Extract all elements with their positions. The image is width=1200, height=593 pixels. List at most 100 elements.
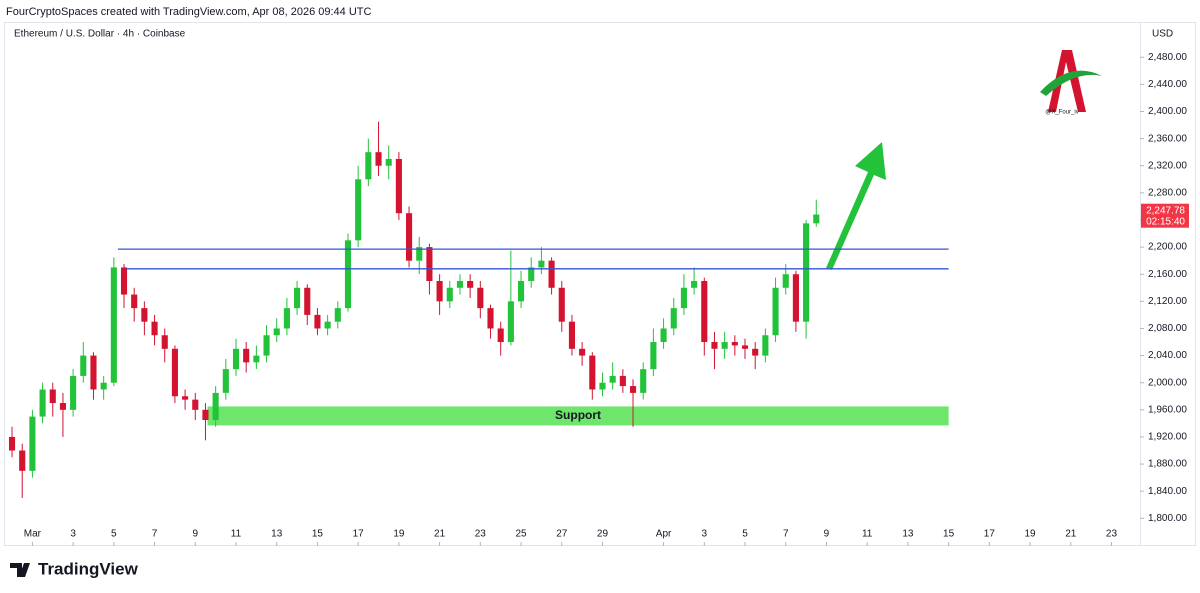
- y-tick-label: 1,840.00: [1148, 486, 1187, 497]
- candle-body: [426, 247, 433, 281]
- candle-body: [792, 274, 799, 322]
- x-tick-label: 19: [393, 529, 405, 540]
- watermark: @X_Four_iv: [1045, 110, 1078, 116]
- candle-body: [283, 308, 290, 329]
- y-tick-label: 2,040.00: [1148, 350, 1187, 361]
- candle-body: [232, 348, 240, 370]
- candle-body: [304, 287, 311, 315]
- candle-body: [660, 328, 667, 343]
- candle-body: [762, 335, 769, 356]
- x-tick-label: 3: [70, 529, 76, 540]
- candle-body: [29, 416, 36, 471]
- y-tick-label: 2,400.00: [1148, 106, 1187, 117]
- candle-body: [395, 158, 402, 214]
- candle-body: [579, 348, 586, 356]
- candle-body: [243, 348, 250, 363]
- candle-body: [721, 342, 728, 349]
- y-tick-label: 2,440.00: [1148, 79, 1187, 90]
- last-price-label: 2,247.78: [1146, 205, 1185, 216]
- x-tick-label: 27: [556, 529, 568, 540]
- candle-body: [151, 321, 158, 336]
- candle-body: [711, 342, 718, 349]
- candle-body: [497, 328, 504, 343]
- candle-body: [355, 179, 362, 241]
- candle-body: [59, 403, 66, 410]
- candle-body: [803, 223, 810, 322]
- candle-body: [80, 355, 87, 376]
- candle-body: [813, 214, 820, 224]
- x-tick-label: 21: [1065, 529, 1077, 540]
- x-tick-label: 3: [702, 529, 708, 540]
- brand: TradingView: [10, 559, 139, 578]
- candle-body: [670, 308, 677, 329]
- candle-body: [477, 287, 484, 309]
- candle-body: [131, 294, 138, 309]
- candle-body: [253, 355, 260, 363]
- brand-icon: [10, 563, 30, 577]
- y-tick-label: 1,880.00: [1148, 459, 1187, 470]
- candle-body: [731, 342, 738, 346]
- candle-body: [273, 328, 280, 336]
- y-tick-label: 2,480.00: [1148, 52, 1187, 63]
- candle-body: [324, 321, 331, 329]
- support-label: Support: [555, 408, 601, 422]
- support-zone: [207, 406, 949, 426]
- x-tick-label: 7: [152, 529, 158, 540]
- x-tick-label: 21: [434, 529, 446, 540]
- candle-body: [70, 375, 77, 410]
- candle-body: [548, 260, 555, 288]
- candle-body: [782, 274, 789, 288]
- y-tick-label: 2,320.00: [1148, 160, 1187, 171]
- x-tick-label: 17: [984, 529, 996, 540]
- candle-body: [752, 348, 759, 356]
- axis-unit: USD: [1152, 29, 1173, 40]
- candle-body: [314, 314, 321, 329]
- candle-body: [568, 321, 575, 349]
- y-tick-label: 1,920.00: [1148, 432, 1187, 443]
- arrow: [826, 142, 886, 270]
- candle-body: [365, 152, 372, 180]
- frame: [4, 22, 1196, 546]
- last-price-box: [1141, 203, 1189, 228]
- brand-name: TradingView: [38, 559, 139, 578]
- candle-body: [120, 267, 128, 295]
- candle-body: [375, 152, 382, 166]
- x-tick-label: 5: [742, 529, 748, 540]
- candle-body: [701, 281, 708, 343]
- candle-body: [609, 375, 616, 383]
- x-tick-label: 15: [943, 529, 955, 540]
- candle-body: [446, 287, 453, 302]
- candle-body: [650, 342, 657, 370]
- candle-body: [212, 392, 219, 420]
- candle-body: [436, 281, 443, 302]
- candle-body: [110, 267, 117, 383]
- x-tick-label: 23: [1106, 529, 1118, 540]
- candle-body: [334, 308, 341, 322]
- candle-body: [100, 382, 107, 390]
- candle-body: [19, 450, 26, 471]
- y-tick-label: 2,000.00: [1148, 377, 1187, 388]
- logo-swoosh: [1040, 70, 1102, 96]
- candle-body: [222, 369, 229, 393]
- x-tick-label: 29: [597, 529, 609, 540]
- candle-body: [192, 399, 199, 410]
- candle-body: [640, 369, 647, 393]
- candle-body: [385, 158, 392, 166]
- candle-body: [517, 281, 525, 302]
- x-tick-label: 9: [824, 529, 830, 540]
- logo: @X_Four_iv: [1040, 50, 1102, 116]
- x-tick-label: 19: [1024, 529, 1036, 540]
- y-tick-label: 2,160.00: [1148, 269, 1187, 280]
- x-tick-label: 5: [111, 529, 117, 540]
- candle-body: [39, 389, 46, 417]
- candle-body: [8, 436, 16, 451]
- y-tick-label: 2,360.00: [1148, 133, 1187, 144]
- x-tick-label: Apr: [656, 529, 672, 540]
- candle-body: [538, 260, 545, 268]
- candle-body: [558, 287, 565, 322]
- x-tick-label: 13: [271, 529, 283, 540]
- candle-body: [49, 389, 56, 404]
- logo-mark: [1048, 50, 1086, 112]
